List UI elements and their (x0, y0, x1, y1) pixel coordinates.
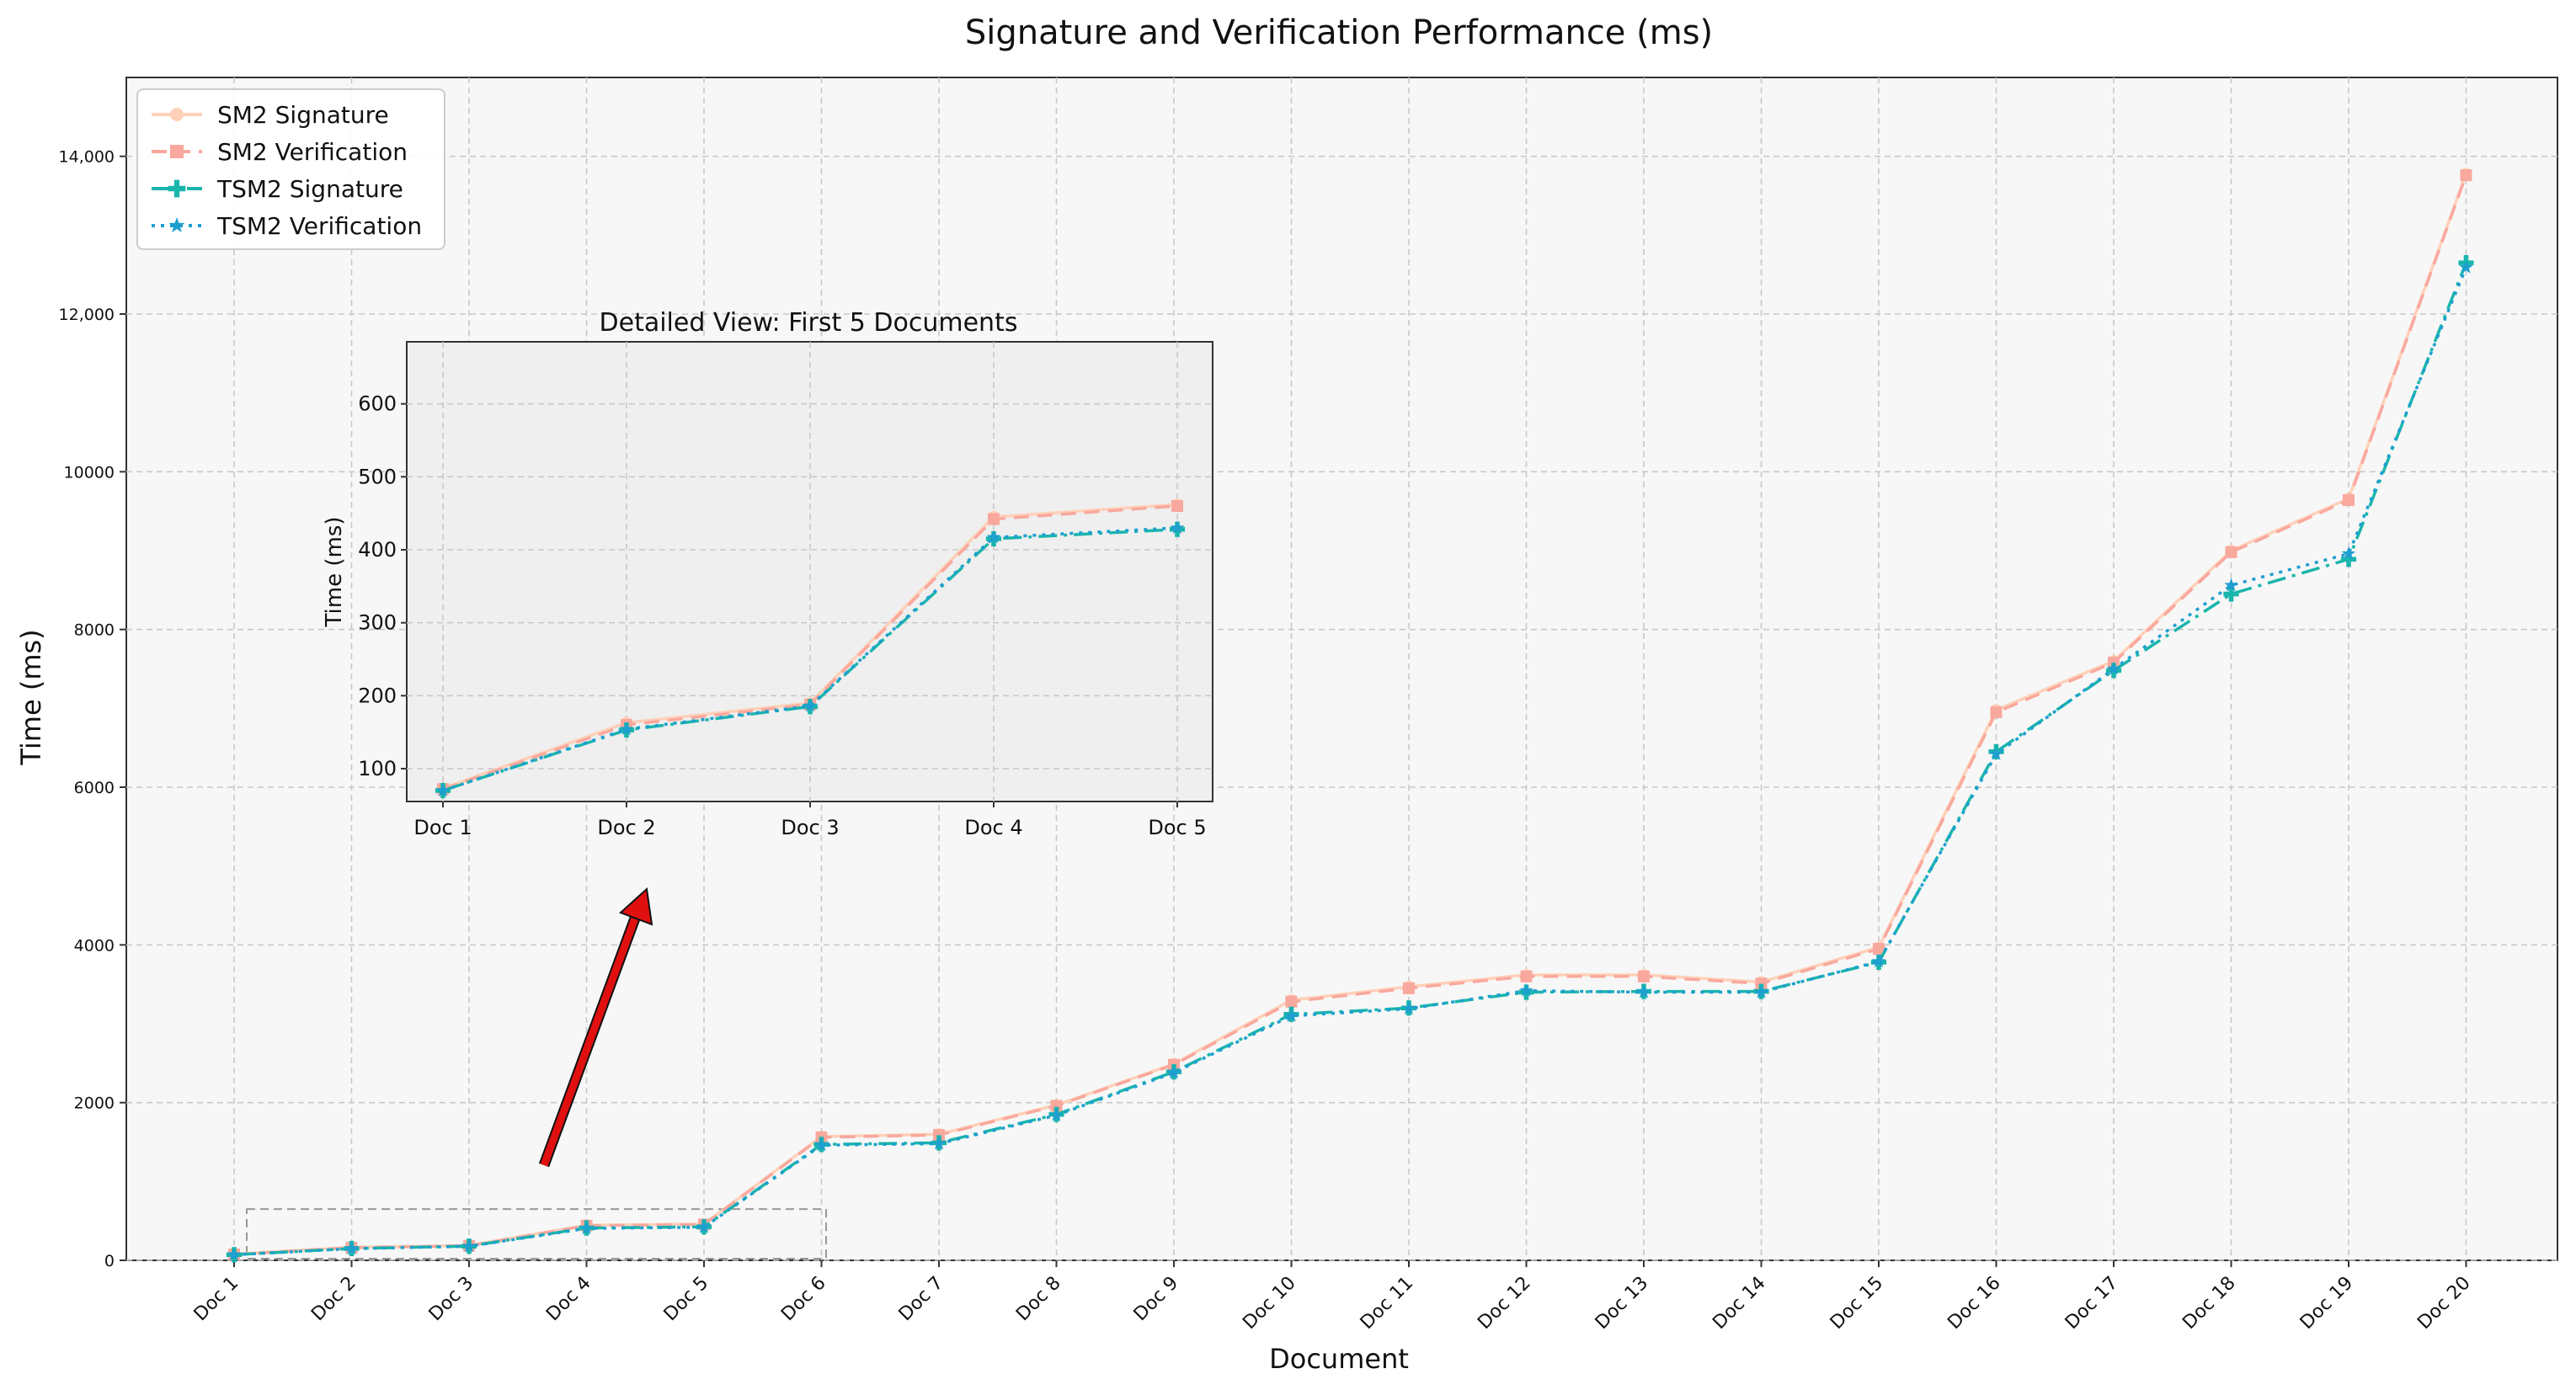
main-y-tick-label-2: 2000 (74, 1094, 115, 1113)
inset-plot-area (406, 341, 1213, 802)
inset-title: Detailed View: First 5 Documents (600, 308, 1018, 338)
main-series-4-point-2 (344, 1241, 359, 1255)
inset-y-tick-label-6: 600 (358, 392, 397, 416)
main-series-2-point-8 (1050, 1100, 1063, 1112)
inset-y-tick-label-5: 500 (358, 465, 397, 488)
inset-series-4-point-4 (986, 530, 1001, 544)
main-series-4-point-20 (2459, 260, 2473, 274)
main-series-2-point-16 (1990, 706, 2003, 719)
main-series-2-point-18 (2225, 546, 2237, 558)
main-series-4-point-15 (1871, 954, 1886, 968)
main-series-2-point-14 (1755, 977, 1768, 990)
main-series-2-point-10 (1285, 995, 1298, 1008)
inset-y-ticks: 100 200 300 400 500 600 (358, 392, 407, 780)
main-series-4-point-19 (2341, 546, 2356, 560)
legend-label-1: SM2 Signature (217, 101, 389, 129)
main-series-4-point-3 (461, 1238, 477, 1253)
zoom-box-rect (246, 1208, 827, 1260)
main-series-2-point-19 (2343, 494, 2355, 507)
main-series-4-point-6 (814, 1137, 829, 1152)
main-series-4-point-12 (1519, 983, 1533, 997)
zoom-arrow (538, 887, 653, 1168)
inset-x-tick-label-5: Doc 5 (1148, 816, 1206, 839)
y-axis-label: Time (ms) (15, 629, 47, 765)
main-series-2-point-7 (933, 1129, 945, 1142)
arrow-head (619, 887, 653, 926)
main-y-tick-label-3: 4000 (74, 936, 115, 955)
inset-x-ticks: Doc 1 Doc 2 Doc 3 Doc 4 Doc 5 (413, 802, 1207, 839)
inset-y-tick-label-3: 300 (358, 611, 397, 635)
chart-title: Signature and Verification Performance (… (965, 13, 1713, 52)
legend-box (136, 88, 445, 250)
main-series-line-1 (233, 173, 2468, 1256)
main-series-4-point-14 (1754, 984, 1768, 999)
main-y-tick-label-1: 0 (104, 1252, 115, 1270)
main-series-line-4 (233, 267, 2468, 1257)
inset-grid (407, 342, 1213, 802)
main-y-ticks: 0 2000 4000 6000 8000 10000 12,000 14,000 (59, 148, 126, 1270)
main-series-2-point-20 (2460, 169, 2472, 182)
inset-series-4-point-2 (619, 722, 634, 736)
main-series-4-point-1 (227, 1247, 242, 1261)
main-series-4-point-7 (931, 1136, 947, 1150)
main-series-line-2 (233, 174, 2468, 1256)
main-series-4-point-8 (1049, 1107, 1064, 1121)
inset-series-4-point-5 (1170, 520, 1185, 535)
inset-x-tick-label-2: Doc 2 (597, 816, 655, 839)
inset-series (435, 498, 1186, 799)
main-series-4-point-18 (2224, 578, 2238, 592)
inset-y-tick-label-2: 200 (358, 684, 397, 707)
legend-marker-2 (170, 145, 184, 158)
zoom-box (246, 1208, 827, 1260)
main-series-4-point-4 (579, 1221, 594, 1235)
inset-series-4-point-1 (435, 783, 451, 797)
main-series (226, 168, 2474, 1263)
inset-x-tick-label-1: Doc 1 (413, 816, 472, 839)
inset-y-tick-label-4: 400 (358, 538, 397, 562)
inset-series-2-point-4 (988, 513, 1000, 525)
inset-x-tick-label-4: Doc 4 (964, 816, 1022, 839)
main-series-2-point-13 (1638, 970, 1650, 983)
main-y-tick-label-5: 8000 (74, 621, 115, 640)
main-series-2-point-11 (1403, 982, 1415, 994)
inset-series-line-3 (442, 527, 1178, 792)
inset-series-4-point-3 (803, 698, 818, 712)
inset-x-tick-label-3: Doc 3 (781, 816, 839, 839)
legend-marker-3 (168, 179, 186, 198)
legend-marker-4 (168, 217, 185, 233)
main-series-2-point-12 (1520, 970, 1533, 983)
main-series-4-point-9 (1166, 1065, 1181, 1079)
inset-y-axis-label: Time (ms) (322, 516, 347, 627)
inset-series-2-point-5 (1171, 500, 1183, 512)
main-y-tick-label-7: 12,000 (59, 306, 115, 324)
main-y-tick-label-4: 6000 (74, 779, 115, 797)
main-series-4-point-5 (696, 1219, 712, 1233)
main-y-tick-label-6: 10000 (64, 463, 115, 482)
legend-marker-1 (170, 108, 184, 121)
main-series-2-point-15 (1873, 943, 1885, 956)
legend: SM2 Signature SM2 Verification TSM2 Signat… (136, 88, 445, 250)
inset-chart: Detailed View: First 5 Documents 100 200 3… (322, 308, 1213, 839)
main-series-4-point-11 (1401, 1001, 1416, 1015)
arrow-shaft (540, 914, 640, 1167)
main-series-4-point-17 (2106, 661, 2121, 675)
main-series-3-point-18 (2223, 586, 2239, 602)
legend-label-4: TSM2 Verification (216, 212, 422, 240)
x-axis-label: Document (1269, 1343, 1409, 1375)
legend-label-3: TSM2 Signature (216, 175, 403, 203)
main-series-4-point-13 (1636, 984, 1651, 999)
inset-y-tick-label-1: 100 (358, 757, 397, 780)
legend-label-2: SM2 Verification (217, 138, 408, 166)
main-series-4-point-16 (1989, 746, 2003, 760)
main-series-4-point-10 (1284, 1008, 1299, 1022)
main-y-tick-label-8: 14,000 (59, 148, 115, 167)
